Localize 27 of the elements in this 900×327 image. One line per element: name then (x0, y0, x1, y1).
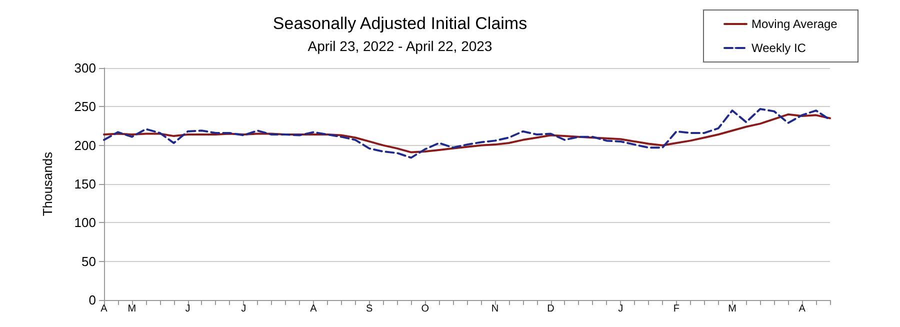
line-series (103, 113, 831, 154)
x-tick-label: M (728, 304, 736, 314)
x-tick-label: J (618, 304, 624, 314)
x-tick-label: A (798, 304, 806, 314)
y-tick-label: 250 (74, 99, 96, 114)
y-tick-label: 150 (74, 176, 96, 192)
x-tick-label: F (673, 304, 680, 314)
y-tick-label: 300 (74, 60, 96, 76)
chart-subtitle: April 23, 2022 - April 22, 2023 (308, 38, 492, 54)
x-tick-label: N (491, 304, 499, 314)
x-tick-label: A (310, 304, 318, 314)
legend-label: Weekly IC (752, 41, 806, 55)
y-tick-label: 0 (88, 292, 96, 308)
x-tick-label: D (547, 304, 554, 314)
y-tick-label: 50 (82, 254, 96, 269)
legend-label: Moving Average (752, 17, 838, 31)
chart-title: Seasonally Adjusted Initial Claims (272, 14, 528, 33)
y-tick-label: 100 (74, 215, 96, 230)
x-tick-label: S (366, 304, 373, 314)
x-tick-label: A (100, 304, 108, 314)
x-tick-label: J (185, 304, 190, 314)
x-tick-label: M (128, 304, 136, 314)
x-tick-label: O (421, 304, 430, 314)
y-axis-title: Thousands (40, 151, 55, 216)
y-tick-label: 200 (74, 138, 96, 153)
line-series (103, 108, 831, 159)
x-tick-label: J (241, 304, 246, 314)
